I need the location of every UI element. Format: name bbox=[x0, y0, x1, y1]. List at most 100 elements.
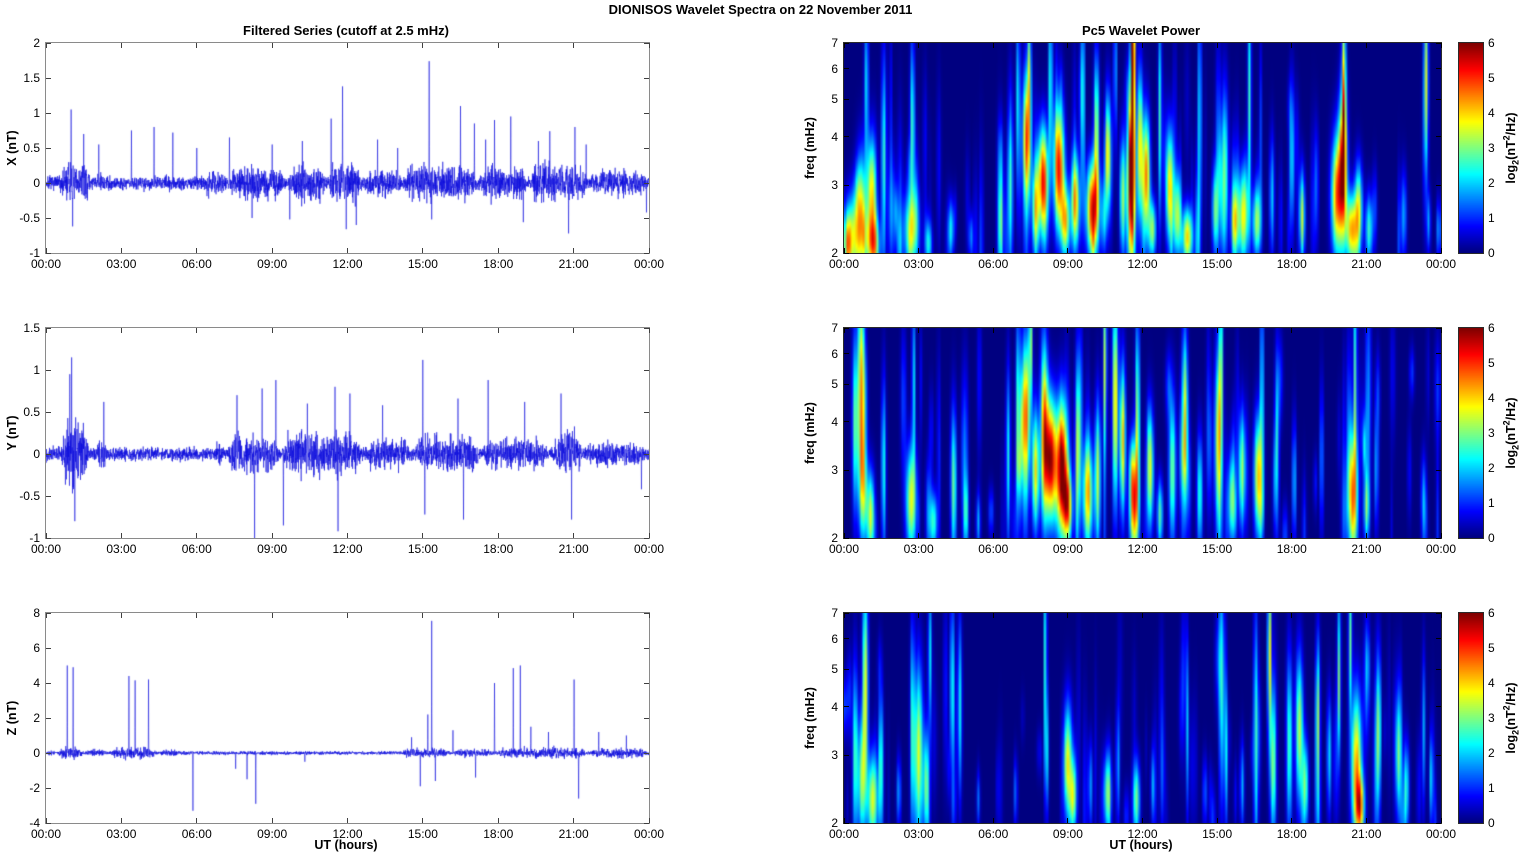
freq-tick-label: 6 bbox=[831, 346, 838, 361]
tick-mark bbox=[1440, 328, 1442, 333]
tick-mark bbox=[1216, 248, 1218, 253]
tick-mark bbox=[844, 184, 849, 186]
x-series-plot-canvas bbox=[46, 43, 649, 253]
tick-mark bbox=[1436, 353, 1441, 355]
tick-mark bbox=[1365, 533, 1367, 538]
tick-mark bbox=[46, 182, 51, 184]
tick-mark bbox=[918, 328, 920, 333]
x-tick-label: 15:00 bbox=[1202, 827, 1233, 841]
tick-mark bbox=[1067, 328, 1069, 333]
tick-mark bbox=[347, 328, 348, 333]
tick-mark bbox=[46, 453, 51, 455]
freq-tick-label: 5 bbox=[831, 377, 838, 392]
x-tick-label: 06:00 bbox=[181, 827, 212, 841]
tick-mark bbox=[271, 248, 273, 253]
x-tick-label: 09:00 bbox=[257, 257, 288, 271]
x-tick-label: 18:00 bbox=[483, 257, 514, 271]
tick-mark bbox=[196, 533, 198, 538]
x-tick-label: 09:00 bbox=[1052, 827, 1083, 841]
tick-mark bbox=[1436, 184, 1441, 186]
tick-mark bbox=[1142, 43, 1143, 48]
freq-tick-label: 2 bbox=[831, 816, 838, 830]
tick-mark bbox=[46, 252, 51, 254]
x-tick-label: 03:00 bbox=[106, 542, 137, 556]
colorbar-tick-label: 4 bbox=[1488, 391, 1495, 405]
tick-mark bbox=[992, 328, 994, 333]
tick-mark bbox=[992, 613, 994, 618]
tick-mark bbox=[46, 42, 51, 44]
tick-mark bbox=[1436, 383, 1441, 385]
x-tick-label: 03:00 bbox=[903, 542, 934, 556]
tick-mark bbox=[644, 537, 649, 539]
freq-axis-label-y: freq (mHz) bbox=[803, 402, 817, 464]
colorbar-tick-label: 6 bbox=[1488, 36, 1495, 50]
tick-mark bbox=[644, 252, 649, 254]
tick-mark bbox=[573, 613, 575, 618]
tick-mark bbox=[844, 353, 849, 355]
colorbar-tick-label: 5 bbox=[1488, 356, 1495, 370]
tick-mark bbox=[644, 112, 649, 114]
x-tick-label: 06:00 bbox=[978, 257, 1009, 271]
x-tick-label: 18:00 bbox=[483, 542, 514, 556]
tick-mark bbox=[1436, 42, 1441, 44]
tick-mark bbox=[46, 752, 51, 754]
tick-mark bbox=[1436, 469, 1441, 471]
z-series-plot-canvas bbox=[46, 613, 649, 823]
right-column-title: Pc5 Wavelet Power bbox=[1081, 23, 1201, 38]
tick-mark bbox=[422, 43, 424, 48]
tick-mark bbox=[844, 612, 849, 614]
tick-mark bbox=[1436, 822, 1441, 824]
z-wavelet-spectrogram-canvas bbox=[844, 613, 1441, 823]
tick-mark bbox=[1291, 613, 1293, 618]
colorbar-tick-label: 5 bbox=[1488, 641, 1495, 655]
x-tick-label: 09:00 bbox=[257, 542, 288, 556]
y-tick-label: -0.5 bbox=[19, 211, 40, 225]
tick-mark bbox=[1436, 252, 1441, 254]
y-tick-label: -1 bbox=[29, 246, 40, 260]
x-tick-label: 18:00 bbox=[1276, 827, 1307, 841]
x-tick-label: 21:00 bbox=[1351, 827, 1382, 841]
x-tick-label: 12:00 bbox=[332, 827, 363, 841]
tick-mark bbox=[46, 77, 51, 79]
tick-mark bbox=[1216, 43, 1218, 48]
tick-mark bbox=[844, 98, 849, 100]
y-tick-label: 0 bbox=[33, 447, 40, 461]
x-tick-label: 00:00 bbox=[1425, 257, 1457, 271]
tick-mark bbox=[644, 453, 649, 455]
freq-tick-label: 7 bbox=[831, 606, 838, 620]
colorbar-tick-label: 3 bbox=[1488, 426, 1495, 440]
x-tick-label: 12:00 bbox=[1127, 542, 1158, 556]
tick-mark bbox=[347, 613, 348, 618]
tick-mark bbox=[1142, 248, 1143, 253]
tick-mark bbox=[422, 328, 424, 333]
colorbar-tick-label: 1 bbox=[1488, 211, 1495, 225]
tick-mark bbox=[918, 43, 920, 48]
tick-mark bbox=[1142, 613, 1143, 618]
x-tick-label: 12:00 bbox=[1127, 257, 1158, 271]
tick-mark bbox=[843, 818, 845, 823]
tick-mark bbox=[648, 43, 650, 48]
tick-mark bbox=[497, 613, 499, 618]
tick-mark bbox=[1436, 68, 1441, 70]
tick-mark bbox=[644, 682, 649, 684]
freq-tick-label: 5 bbox=[831, 92, 838, 107]
y-series-plot-canvas bbox=[46, 328, 649, 538]
tick-mark bbox=[992, 248, 994, 253]
tick-mark bbox=[844, 668, 849, 670]
colorbar-tick-label: 6 bbox=[1488, 321, 1495, 335]
colorbar-tick-label: 5 bbox=[1488, 71, 1495, 85]
x-tick-label: 00:00 bbox=[30, 827, 62, 841]
tick-mark bbox=[844, 421, 849, 423]
colorbar-tick-label: 3 bbox=[1488, 711, 1495, 725]
freq-tick-label: 4 bbox=[831, 414, 838, 429]
tick-mark bbox=[422, 248, 424, 253]
tick-mark bbox=[1067, 248, 1069, 253]
x-tick-label: 15:00 bbox=[1202, 257, 1233, 271]
colorbar-x: 6 5 4 3 2 1 0 log2(nT2/Hz) bbox=[1458, 36, 1520, 260]
x-tick-label: 21:00 bbox=[558, 827, 589, 841]
tick-mark bbox=[1067, 533, 1069, 538]
y-tick-label: 2 bbox=[33, 711, 40, 725]
x-axis-label-left: UT (hours) bbox=[314, 838, 378, 852]
freq-tick-label: 3 bbox=[831, 463, 838, 478]
tick-mark bbox=[644, 647, 649, 649]
